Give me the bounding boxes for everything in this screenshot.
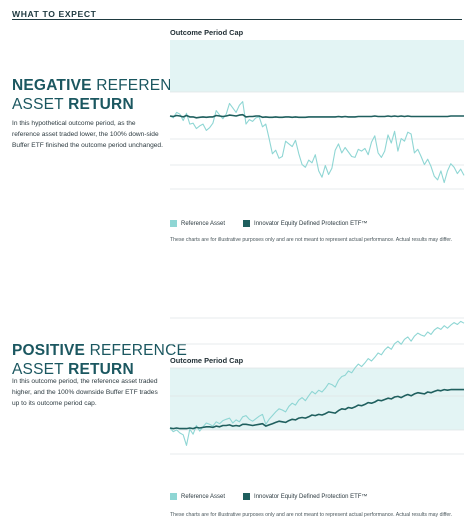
legend-item-reference: Reference Asset <box>170 493 225 500</box>
negative-legend: Reference Asset Innovator Equity Defined… <box>170 220 385 227</box>
negative-disclaimer: These charts are for illustrative purpos… <box>170 237 453 243</box>
legend-label: Innovator Equity Defined Protection ETF™ <box>254 493 368 500</box>
reference-asset-line <box>169 101 465 184</box>
legend-swatch <box>170 220 177 227</box>
legend-item-etf: Innovator Equity Defined Protection ETF™ <box>243 493 367 500</box>
section-title: WHAT TO EXPECT <box>12 9 97 19</box>
cap-band <box>170 40 464 92</box>
cap-band <box>170 368 464 430</box>
etf-line <box>169 388 464 430</box>
cap-label: Outcome Period Cap <box>170 356 244 365</box>
cap-label: Outcome Period Cap <box>170 28 244 37</box>
negative-headline: NEGATIVE REFERENCE ASSET RETURN <box>12 77 194 113</box>
legend-swatch <box>243 220 251 227</box>
positive-headline: POSITIVE REFERENCE ASSET RETURN <box>12 342 187 378</box>
negative-return-panel: NEGATIVE REFERENCE ASSET RETURN In this … <box>0 24 474 264</box>
header-divider <box>12 19 462 20</box>
etf-line <box>169 113 464 119</box>
legend-label: Reference Asset <box>181 493 226 500</box>
negative-chart: Outcome Period Cap <box>169 28 465 190</box>
legend-swatch <box>170 493 177 500</box>
section-header: WHAT TO EXPECT <box>0 0 474 26</box>
positive-chart: Outcome Period Cap <box>169 317 465 455</box>
legend-item-reference: Reference Asset <box>170 220 225 227</box>
legend-item-etf: Innovator Equity Defined Protection ETF™ <box>243 220 367 227</box>
legend-label: Reference Asset <box>181 220 226 227</box>
reference-asset-line <box>169 320 465 446</box>
positive-legend: Reference Asset Innovator Equity Defined… <box>170 493 385 500</box>
negative-description: In this hypothetical outcome period, as … <box>12 120 163 149</box>
legend-label: Innovator Equity Defined Protection ETF™ <box>254 220 368 227</box>
legend-swatch <box>243 493 251 500</box>
positive-return-panel: POSITIVE REFERENCE ASSET RETURN In this … <box>0 300 474 526</box>
positive-disclaimer: These charts are for illustrative purpos… <box>170 512 453 518</box>
positive-description: In this outcome period, the reference as… <box>12 378 158 407</box>
